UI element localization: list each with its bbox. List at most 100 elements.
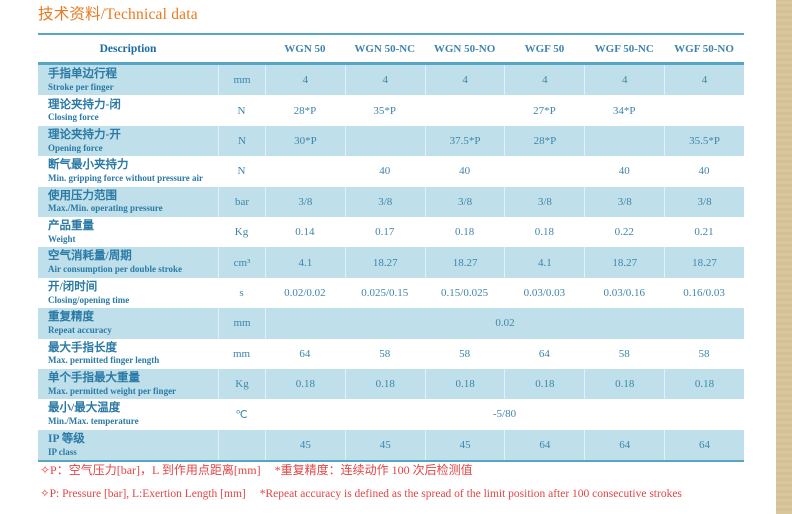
- value-cell: 40: [459, 165, 471, 178]
- row-label-cn: 空气消耗量/周期: [48, 250, 132, 263]
- footnote-cn: ✧P：空气压力[bar]，L 到作用点距离[mm] *重复精度：连续动作 100 …: [40, 461, 682, 478]
- table-row-air-consumption: 空气消耗量/周期 Air consumption per double strok…: [38, 247, 744, 278]
- value-cell: 58: [379, 347, 391, 360]
- value-cell: [344, 125, 425, 157]
- value-cell: 64: [504, 429, 584, 461]
- row-label-en: IP class: [48, 446, 77, 457]
- row-label-en: Opening force: [48, 142, 103, 153]
- value-cell: 45: [265, 429, 345, 461]
- value-cell: 34*P: [612, 104, 636, 117]
- value-cell: 4: [664, 65, 744, 96]
- value-cell: 18.27: [664, 247, 744, 278]
- value-cell: 0.025/0.15: [361, 286, 409, 299]
- value-cell: 35*P: [373, 104, 397, 117]
- value-cell: [584, 125, 664, 157]
- value-cell: 0.22: [614, 226, 634, 239]
- value-cell: 35.5*P: [664, 125, 744, 157]
- unit-cell: N: [218, 125, 265, 157]
- row-label-cn: 理论夹持力-闭: [48, 98, 121, 111]
- table-row-closing-opening-time: 开/闭时间 Closing/opening time s 0.02/0.02 0.…: [38, 278, 744, 308]
- value-cell: 18.27: [344, 247, 425, 278]
- table-row-operating-pressure: 使用压力范围 Max./Min. operating pressure bar 3…: [38, 186, 744, 217]
- row-label-cn: 理论夹持力-开: [48, 128, 121, 141]
- row-label-en: Min./Max. temperature: [48, 416, 139, 427]
- value-cell: 4: [424, 65, 505, 96]
- value-cell: 64: [664, 429, 744, 461]
- value-cell: 45: [424, 429, 505, 461]
- value-cell: 0.18: [534, 226, 555, 239]
- value-cell: [664, 95, 744, 125]
- value-cell: [425, 95, 505, 125]
- value-cell: 4: [584, 65, 664, 96]
- col-header-description: Description: [99, 42, 157, 55]
- table-row-min-grip-force: 断气最小夹持力 Min. gripping force without press…: [38, 156, 744, 186]
- value-cell: 4.1: [265, 247, 345, 278]
- row-label-en: Closing force: [48, 112, 99, 123]
- value-cell: 40: [698, 165, 710, 178]
- value-cell: 4: [504, 65, 584, 96]
- value-cell: 45: [344, 429, 425, 461]
- table-row-temperature: 最小/最大温度 Min./Max. temperature ℃ -5/80: [38, 399, 744, 429]
- table-header-row: Description WGN 50 WGN 50-NC WGN 50-NO W…: [38, 35, 744, 65]
- row-label-en: Closing/opening time: [48, 294, 130, 305]
- value-cell: 0.18: [664, 368, 744, 400]
- value-cell: 4: [344, 65, 425, 96]
- unit-cell: N: [237, 104, 246, 117]
- footnote-cn-pressure: ✧P：空气压力[bar]，L 到作用点距离[mm]: [40, 463, 261, 477]
- value-cell: [265, 156, 345, 186]
- value-cell: 28*P: [293, 104, 317, 117]
- value-cell: 3/8: [504, 186, 584, 217]
- unit-cell: cm³: [218, 247, 265, 278]
- footnote-en: ✧P: Pressure [bar], L:Exertion Length [m…: [40, 486, 682, 500]
- row-label-en: Air consumption per double stroke: [48, 264, 183, 275]
- value-cell: 18.27: [424, 247, 505, 278]
- table-row-closing-force: 理论夹持力-闭 Closing force N 28*P 35*P 27*P 34…: [38, 95, 744, 125]
- unit-cell: s: [239, 286, 244, 299]
- row-label-cn: 使用压力范围: [48, 189, 117, 202]
- unit-cell: N: [237, 165, 246, 178]
- value-cell: 0.18: [265, 368, 345, 400]
- value-cell: 0.18: [424, 368, 505, 400]
- page-title: 技术资料/Technical data: [38, 6, 198, 23]
- value-cell: 64: [299, 347, 311, 360]
- value-cell: 3/8: [424, 186, 505, 217]
- value-cell: 0.21: [694, 226, 714, 239]
- col-header-wgf50no: WGF 50-NO: [674, 42, 734, 55]
- row-label-en: Min. gripping force without pressure air: [48, 173, 203, 184]
- value-cell: 28*P: [504, 125, 584, 157]
- merged-value-cell: 0.02: [265, 308, 744, 339]
- value-cell: 4: [265, 65, 345, 96]
- value-cell: 18.27: [584, 247, 664, 278]
- value-cell: 64: [584, 429, 664, 461]
- value-cell: 0.16/0.03: [683, 286, 725, 299]
- table-row-weight-per-finger: 单个手指最大重量 Max. permitted weight per finger…: [38, 368, 744, 400]
- row-label-en: Repeat accuracy: [48, 325, 112, 336]
- table-body: 手指单边行程 Stroke per finger mm 4 4 4 4 4 4 理…: [38, 65, 744, 461]
- value-cell: 0.18: [344, 368, 425, 400]
- value-cell: 3/8: [664, 186, 744, 217]
- footnote-en-pressure: ✧P: Pressure [bar], L:Exertion Length [m…: [40, 488, 246, 500]
- value-cell: 0.14: [295, 226, 315, 239]
- value-cell: 30*P: [265, 125, 345, 157]
- row-label-en: Stroke per finger: [48, 81, 114, 92]
- value-cell: 0.03/0.03: [523, 286, 566, 299]
- value-cell: 0.02/0.02: [284, 286, 326, 299]
- col-header-unit: [218, 35, 265, 62]
- value-cell: 40: [379, 165, 391, 178]
- row-label-cn: 手指单边行程: [48, 68, 117, 81]
- value-cell: 37.5*P: [424, 125, 505, 157]
- technical-data-table: Description WGN 50 WGN 50-NC WGN 50-NO W…: [38, 33, 744, 463]
- value-cell: 0.18: [584, 368, 664, 400]
- unit-cell: mm: [232, 347, 251, 360]
- value-cell: 0.15/0.025: [441, 286, 489, 299]
- row-label-cn: 最大手指长度: [48, 341, 117, 354]
- value-cell: [504, 156, 584, 186]
- value-cell: 27*P: [533, 104, 556, 117]
- value-cell: 0.18: [454, 226, 475, 239]
- value-cell: 3/8: [584, 186, 664, 217]
- value-cell: 3/8: [265, 186, 345, 217]
- row-label-cn: IP 等级: [48, 432, 85, 445]
- value-cell: 58: [459, 347, 471, 360]
- table-row-opening-force: 理论夹持力-开 Opening force N 30*P 37.5*P 28*P …: [38, 125, 744, 157]
- footnote-cn-repeat: *重复精度：连续动作 100 次后检测值: [274, 463, 473, 477]
